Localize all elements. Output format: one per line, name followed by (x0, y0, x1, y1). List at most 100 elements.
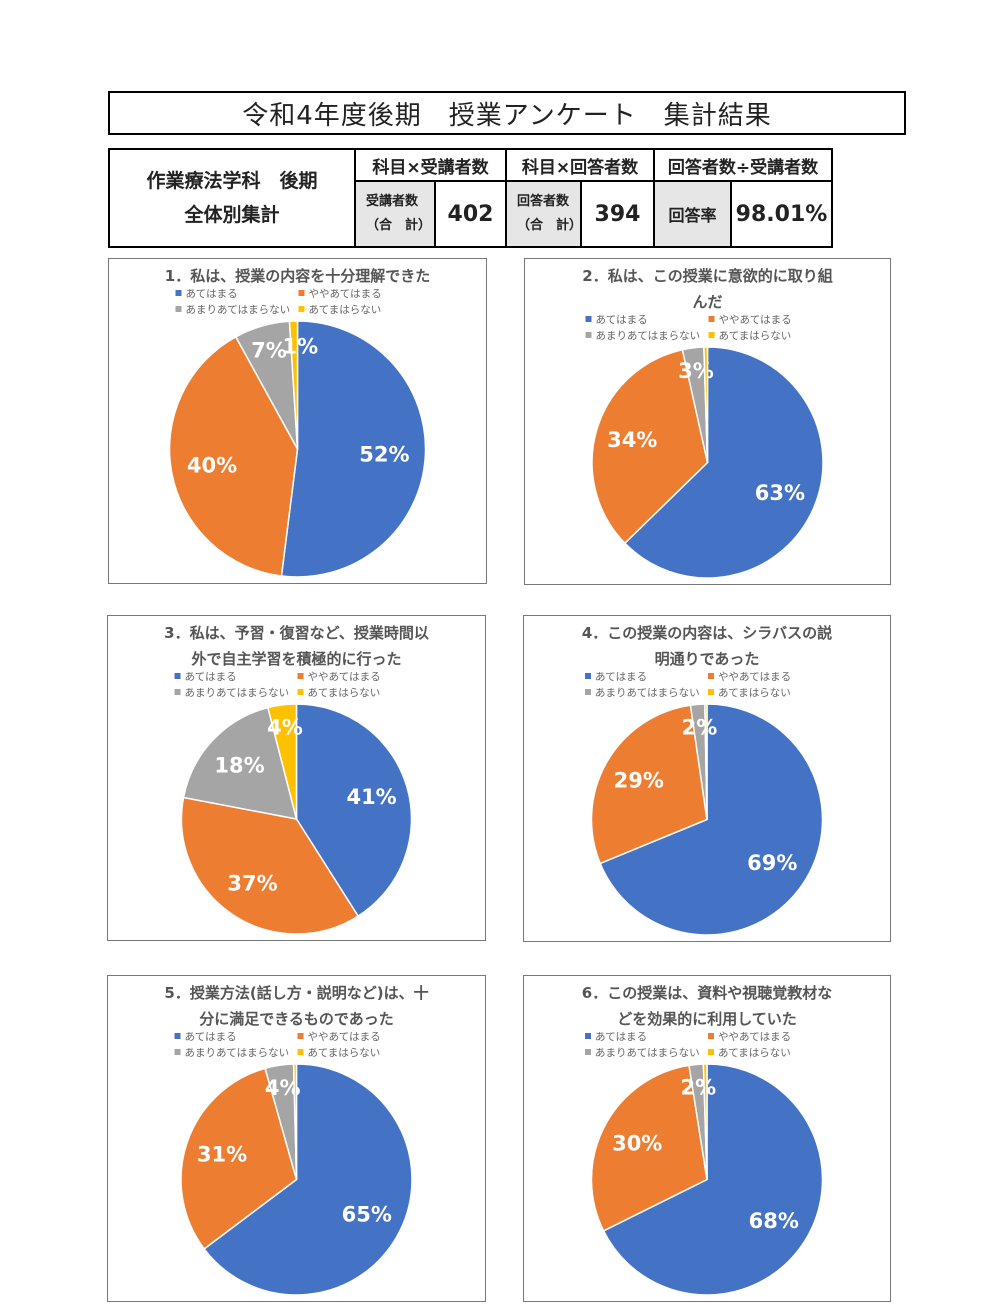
legend-label: あまりあてはまらない (595, 1047, 700, 1059)
chart-title: 2．私は、この授業に意欲的に取り組 (582, 267, 832, 285)
legend-label: あてまはらない (308, 687, 381, 699)
data-label: 4% (267, 716, 303, 740)
legend-swatch (174, 689, 181, 695)
slice-atehamaranai (266, 703, 298, 820)
legend-swatch (297, 673, 304, 679)
slice-atehamaru (203, 1063, 413, 1296)
data-label: 30% (612, 1131, 662, 1155)
data-label: 69% (747, 851, 797, 875)
slice-amari-atehamaranai (182, 706, 298, 820)
slice-atehamaru (602, 1063, 824, 1296)
students-label-line1: 受講者数 (366, 194, 419, 209)
slice-yaya-atehamaru (590, 704, 708, 865)
chart-title: 外で自主学習を積極的に行った (190, 650, 401, 668)
legend-swatch (708, 673, 714, 679)
legend-label: あてまはらない (308, 1047, 381, 1059)
rate-label: 回答率 (653, 180, 732, 248)
legend-swatch (585, 1049, 591, 1055)
chart-q2: 2．私は、この授業に意欲的に取り組 んだ あてはまる ややあてはまる あまりあてはまらな… (524, 258, 891, 585)
legend-swatch (175, 290, 182, 296)
respondents-label: 回答者数 （合 計） (505, 180, 583, 248)
chart-title: んだ (692, 293, 722, 311)
legend-label: あまりあてはまらない (595, 687, 700, 699)
data-label: 1% (282, 335, 318, 359)
chart-title: 6．この授業は、資料や視聴覚教材な (582, 984, 832, 1002)
legend-swatch (174, 1049, 181, 1055)
data-label: 2% (682, 715, 718, 739)
students-header: 科目×受講者数 (354, 148, 507, 182)
respondents-label-line2: （合 計） (517, 218, 583, 233)
data-label: 29% (614, 769, 664, 793)
chart-title: 1．私は、授業の内容を十分理解できた (165, 267, 430, 285)
chart-q6: 6．この授業は、資料や視聴覚教材な どを効果的に利用していた あてはまる ややあてはま… (523, 975, 891, 1302)
legend-swatch (174, 673, 181, 679)
slice-yaya-atehamaru (180, 1067, 298, 1250)
chart-title: 明通りであった (655, 650, 760, 668)
data-label: 31% (197, 1142, 247, 1166)
data-label: 2% (681, 1076, 717, 1100)
legend-label: あてまはらない (309, 304, 382, 316)
chart-q1: 1．私は、授業の内容を十分理解できた あてはまる ややあてはまる あまりあてはまらない… (108, 258, 487, 584)
legend-label: あまりあてはまらない (596, 330, 701, 342)
respondents-value: 394 (580, 180, 655, 248)
students-value: 402 (434, 180, 507, 248)
legend-label: ややあてはまる (308, 671, 381, 683)
data-label: 37% (227, 872, 277, 896)
legend-swatch (298, 290, 305, 296)
legend-swatch (297, 1049, 304, 1055)
chart-title: どを効果的に利用していた (617, 1010, 797, 1028)
data-label: 68% (749, 1209, 799, 1233)
aggregation-type: 全体別集計 (184, 204, 280, 226)
legend-label: あてまはらない (718, 1047, 791, 1059)
legend-label: あてはまる (186, 288, 238, 300)
students-label: 受講者数 （合 計） (354, 180, 436, 248)
department-cell: 作業療法学科 後期 全体別集計 (108, 148, 356, 248)
slice-yaya-atehamaru (590, 1064, 708, 1232)
legend-label: ややあてはまる (719, 314, 792, 326)
respondents-header: 科目×回答者数 (505, 148, 655, 182)
slice-yaya-atehamaru (180, 796, 360, 935)
data-label: 41% (346, 785, 396, 809)
data-label: 63% (755, 481, 805, 505)
legend-swatch (174, 1033, 181, 1039)
chart-title: 3．私は、予習・復習など、授業時間以 (164, 624, 429, 642)
respondents-label-line1: 回答者数 (517, 194, 570, 209)
slice-yaya-atehamaru (168, 335, 299, 577)
legend-swatch (585, 689, 591, 695)
chart-title: 4．この授業の内容は、シラバスの説 (582, 624, 832, 642)
legend-label: ややあてはまる (718, 671, 791, 683)
legend-swatch (708, 316, 715, 322)
data-label: 34% (607, 428, 657, 452)
department-name: 作業療法学科 後期 (146, 170, 318, 192)
legend-label: あまりあてはまらない (185, 1047, 290, 1059)
legend-swatch (585, 332, 592, 338)
data-label: 52% (359, 442, 409, 466)
slice-yaya-atehamaru (591, 348, 709, 545)
legend-label: ややあてはまる (309, 288, 382, 300)
legend-label: ややあてはまる (718, 1031, 791, 1043)
chart-q3: 3．私は、予習・復習など、授業時間以 外で自主学習を積極的に行った あてはまる ややあ… (107, 615, 486, 941)
slice-atehamaranai (292, 1063, 298, 1180)
data-label: 65% (342, 1203, 392, 1227)
chart-q4: 4．この授業の内容は、シラバスの説 明通りであった あてはまる ややあてはまるあまりあ… (523, 615, 891, 942)
legend-label: あてまはらない (718, 687, 791, 699)
legend-label: ややあてはまる (308, 1031, 381, 1043)
slice-atehamaru (280, 320, 427, 578)
legend-swatch (708, 1033, 714, 1039)
legend-label: あまりあてはまらない (185, 687, 290, 699)
slice-atehamaranai (702, 1063, 708, 1180)
data-label: 40% (187, 453, 237, 477)
slice-atehamaranai (704, 703, 708, 820)
chart-title: 5．授業方法(話し方・説明など)は、十 (164, 984, 428, 1002)
legend-swatch (708, 1049, 714, 1055)
rate-header: 回答者数÷受講者数 (653, 148, 833, 182)
data-label: 18% (214, 753, 264, 777)
legend-label: あてはまる (595, 671, 647, 683)
chart-title: 分に満足できるものであった (199, 1010, 394, 1028)
chart-q5: 5．授業方法(話し方・説明など)は、十 分に満足できるものであった あてはまる ややあ… (107, 975, 486, 1302)
legend-label: あてまはらない (719, 330, 792, 342)
